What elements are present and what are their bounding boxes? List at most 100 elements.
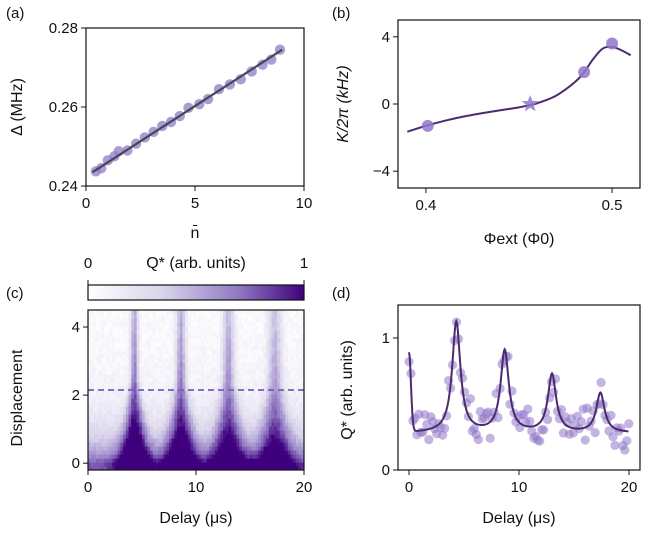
heatmap-cell (152, 318, 157, 323)
heatmap-cell (301, 318, 304, 323)
heatmap-cell (174, 382, 178, 387)
heatmap-cell (260, 398, 265, 403)
heatmap-cell (131, 398, 135, 403)
heatmap-cell (239, 314, 243, 319)
panel-c-frame (87, 309, 305, 471)
heatmap-cell (223, 434, 227, 439)
heatmap-cell (155, 390, 159, 395)
panel-b-point (421, 119, 434, 132)
heatmap-cell (250, 382, 254, 387)
heatmap-cell (241, 422, 246, 427)
heatmap-cell (160, 442, 165, 447)
heatmap-cell (258, 422, 262, 427)
heatmap-cell (220, 358, 224, 363)
heatmap-cell (136, 378, 140, 383)
heatmap-cell (198, 410, 202, 415)
heatmap-cell (155, 334, 159, 339)
heatmap-cell (90, 338, 94, 343)
heatmap-cell (187, 354, 192, 359)
heatmap-cell (266, 430, 270, 435)
heatmap-cell (98, 374, 103, 379)
heatmap-cell (223, 398, 227, 403)
heatmap-cell (223, 466, 227, 470)
heatmap-cell (120, 454, 124, 459)
heatmap-cell (185, 406, 189, 411)
heatmap-cell (90, 386, 94, 391)
heatmap-cell (225, 394, 229, 399)
heatmap-cell (198, 394, 202, 399)
heatmap-cell (271, 350, 275, 355)
heatmap-cell (220, 330, 224, 335)
heatmap-cell (228, 322, 232, 327)
heatmap-cell (263, 358, 267, 363)
heatmap-cell (225, 418, 229, 423)
heatmap-cell (101, 322, 105, 327)
heatmap-cell (287, 402, 292, 407)
heatmap-cell (228, 314, 232, 319)
heatmap-cell (301, 314, 304, 319)
heatmap-cell (282, 426, 286, 431)
heatmap-cell (147, 426, 151, 431)
heatmap-cell (277, 366, 281, 371)
heatmap-cell (241, 378, 246, 383)
heatmap-cell (252, 374, 256, 379)
heatmap-cell (193, 430, 197, 435)
heatmap-cell (244, 330, 248, 335)
heatmap-cell (169, 446, 173, 451)
panel-d-point (576, 417, 586, 427)
heatmap-cell (271, 430, 275, 435)
heatmap-cell (120, 406, 124, 411)
heatmap-cell (155, 422, 159, 427)
heatmap-cell (179, 402, 184, 407)
heatmap-cell (266, 446, 270, 451)
heatmap-cell (241, 374, 246, 379)
heatmap-cell (239, 442, 243, 447)
heatmap-cell (185, 370, 189, 375)
heatmap-cell (290, 438, 294, 443)
heatmap-cell (88, 362, 92, 367)
heatmap-cell (250, 374, 254, 379)
heatmap-cell (125, 326, 130, 331)
heatmap-cell (212, 438, 216, 443)
heatmap-cell (244, 366, 248, 371)
heatmap-cell (204, 314, 208, 319)
heatmap-cell (228, 386, 232, 391)
heatmap-cell (277, 410, 281, 415)
heatmap-cell (109, 370, 113, 375)
heatmap-cell (255, 426, 259, 431)
heatmap-cell (277, 450, 281, 455)
heatmap-cell (193, 374, 197, 379)
heatmap-cell (136, 418, 140, 423)
heatmap-cell (214, 322, 219, 327)
heatmap-cell (131, 458, 135, 463)
heatmap-cell (179, 358, 184, 363)
heatmap-cell (228, 318, 232, 323)
heatmap-cell (282, 310, 286, 315)
heatmap-cell (158, 350, 162, 355)
heatmap-cell (142, 410, 146, 415)
heatmap-cell (258, 398, 262, 403)
heatmap-cell (233, 354, 238, 359)
heatmap-cell (231, 346, 235, 351)
heatmap-cell (187, 422, 192, 427)
heatmap-cell (287, 398, 292, 403)
heatmap-cell (109, 314, 113, 319)
heatmap-cell (271, 314, 275, 319)
heatmap-cell (201, 462, 205, 467)
heatmap-cell (250, 366, 254, 371)
heatmap-cell (147, 398, 151, 403)
heatmap-cell (90, 322, 94, 327)
heatmap-cell (285, 342, 289, 347)
heatmap-cell (185, 310, 189, 315)
heatmap-cell (133, 438, 138, 443)
heatmap-cell (155, 322, 159, 327)
heatmap-cell (187, 426, 192, 431)
heatmap-cell (147, 462, 151, 467)
heatmap-cell (187, 362, 192, 367)
heatmap-cell (250, 438, 254, 443)
heatmap-cell (285, 414, 289, 419)
heatmap-cell (285, 334, 289, 339)
panel-d-xtick-label: 20 (621, 479, 638, 496)
heatmap-cell (241, 382, 246, 387)
